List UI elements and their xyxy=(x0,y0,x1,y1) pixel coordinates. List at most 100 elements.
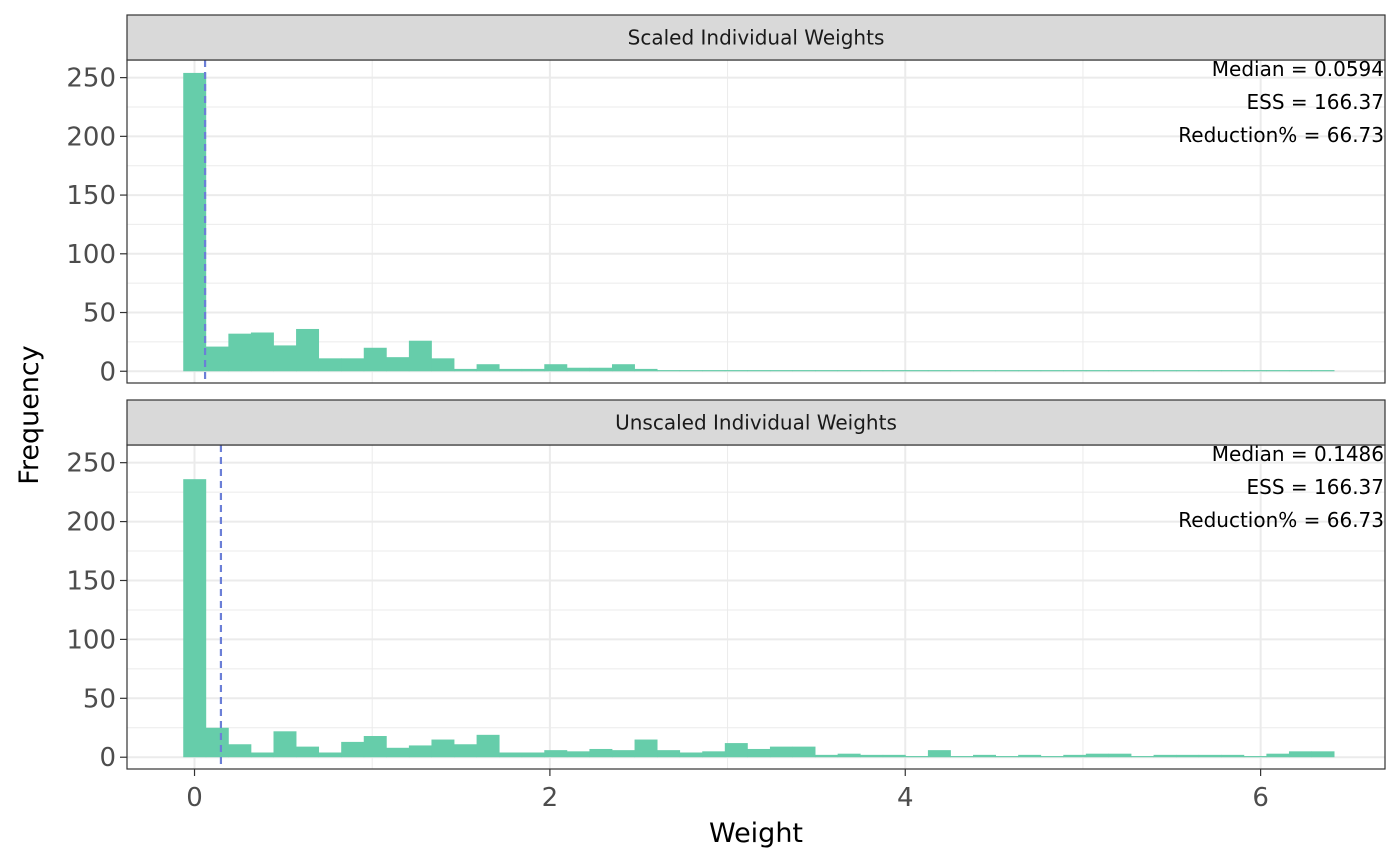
histogram-bar xyxy=(454,744,477,758)
x-tick-label: 2 xyxy=(542,783,559,813)
y-axis: 0 50 100 150 200 250 xyxy=(66,64,127,387)
histogram-bar xyxy=(815,754,839,758)
histogram-bar xyxy=(1018,370,1042,372)
histogram-bars xyxy=(183,72,1335,372)
histogram-bar xyxy=(1198,370,1222,372)
histogram-bar xyxy=(611,364,635,372)
histogram-bar xyxy=(634,739,658,758)
histogram-bar xyxy=(860,754,884,758)
histogram-bar xyxy=(1176,754,1200,758)
histogram-bar xyxy=(228,744,252,758)
histogram-bar xyxy=(205,727,229,758)
y-tick-label: 0 xyxy=(99,357,116,387)
y-tick-label: 50 xyxy=(83,299,116,329)
histogram-bar xyxy=(499,368,523,372)
histogram-bar xyxy=(544,750,568,758)
histogram-bar xyxy=(1153,370,1177,372)
histogram-bar xyxy=(589,367,613,372)
histogram-bar xyxy=(950,756,974,758)
y-tick-label: 50 xyxy=(83,684,116,714)
histogram-bar xyxy=(386,357,410,372)
histogram-bar xyxy=(905,756,929,758)
histogram-bar xyxy=(566,751,590,758)
histogram-bar xyxy=(499,752,523,758)
histogram-bar xyxy=(769,746,793,758)
histogram-bar xyxy=(1266,370,1290,372)
histogram-bar xyxy=(1266,753,1290,758)
histogram-bars xyxy=(183,479,1335,758)
histogram-bar xyxy=(296,746,320,758)
y-axis: 0 50 100 150 200 250 xyxy=(66,449,127,773)
panel-background xyxy=(127,445,1385,769)
histogram-bar xyxy=(183,479,207,758)
histogram-bar xyxy=(905,370,929,372)
histogram-bar xyxy=(1243,370,1267,372)
histogram-bar xyxy=(250,332,274,372)
histogram-bar xyxy=(927,370,951,372)
x-tick-label: 6 xyxy=(1252,783,1269,813)
facet-strip xyxy=(126,14,1386,61)
histogram-bar xyxy=(724,743,748,758)
histogram-bar xyxy=(431,358,455,372)
histogram-bar xyxy=(1063,370,1087,372)
histogram-bar xyxy=(1176,370,1200,372)
histogram-bar xyxy=(1108,370,1132,372)
histogram-bar xyxy=(792,370,816,372)
histogram-bar xyxy=(747,748,771,758)
histogram-bar xyxy=(363,347,387,372)
histogram-bar xyxy=(657,750,681,758)
histogram-bar xyxy=(476,734,500,758)
y-tick-label: 0 xyxy=(99,743,116,773)
histogram-bar xyxy=(1018,754,1042,758)
facet-strip xyxy=(126,399,1386,446)
histogram-bar xyxy=(1131,370,1154,372)
histogram-bar xyxy=(544,364,568,372)
x-axis: 0 2 4 6 xyxy=(186,769,1269,813)
facet-strip-title: Scaled Individual Weights xyxy=(628,26,885,50)
histogram-bar xyxy=(1311,370,1335,372)
y-tick-label: 200 xyxy=(66,508,116,538)
histogram-bar xyxy=(431,739,455,758)
y-axis-title: Frequency xyxy=(14,345,45,485)
histogram-bar xyxy=(273,731,297,758)
histogram-bar xyxy=(815,370,839,372)
histogram-bar xyxy=(1221,754,1245,758)
histogram-bar xyxy=(476,364,500,372)
histogram-bar xyxy=(1198,754,1222,758)
histogram-bar xyxy=(1085,753,1109,758)
histogram-bar xyxy=(1221,370,1245,372)
histogram-bar xyxy=(860,370,884,372)
histogram-bar xyxy=(589,748,613,758)
histogram-bar xyxy=(1311,751,1335,758)
histogram-bar xyxy=(927,750,951,758)
histogram-bar xyxy=(386,747,410,758)
histogram-bar xyxy=(995,756,1019,758)
histogram-bar xyxy=(1063,754,1087,758)
histogram-bar xyxy=(250,752,274,758)
histogram-bar xyxy=(1131,756,1154,758)
histogram-bar xyxy=(318,358,342,372)
histogram-bar xyxy=(657,370,681,372)
histogram-bar xyxy=(183,72,207,372)
histogram-bar xyxy=(454,368,477,372)
histogram-bar xyxy=(995,370,1019,372)
histogram-bar xyxy=(408,745,432,758)
histogram-bar xyxy=(724,370,748,372)
histogram-bar xyxy=(341,358,365,372)
stat-annotation: Reduction% = 66.73 xyxy=(1178,123,1384,147)
histogram-bar xyxy=(702,751,726,758)
histogram-bar xyxy=(769,370,793,372)
stat-annotation: Median = 0.0594 xyxy=(1212,57,1384,81)
histogram-bar xyxy=(363,736,387,758)
histogram-bar xyxy=(702,370,726,372)
histogram-bar xyxy=(228,333,252,372)
facet-panel-2: Median = 0.1486 ESS = 166.37 Reduction% = … xyxy=(66,399,1386,773)
x-tick-label: 4 xyxy=(897,783,914,813)
histogram-bar xyxy=(318,752,342,758)
histogram-bar xyxy=(1288,370,1312,372)
histogram-bar xyxy=(611,750,635,758)
panel-background xyxy=(127,60,1385,383)
histogram-bar xyxy=(521,368,545,372)
y-tick-label: 150 xyxy=(66,566,116,596)
